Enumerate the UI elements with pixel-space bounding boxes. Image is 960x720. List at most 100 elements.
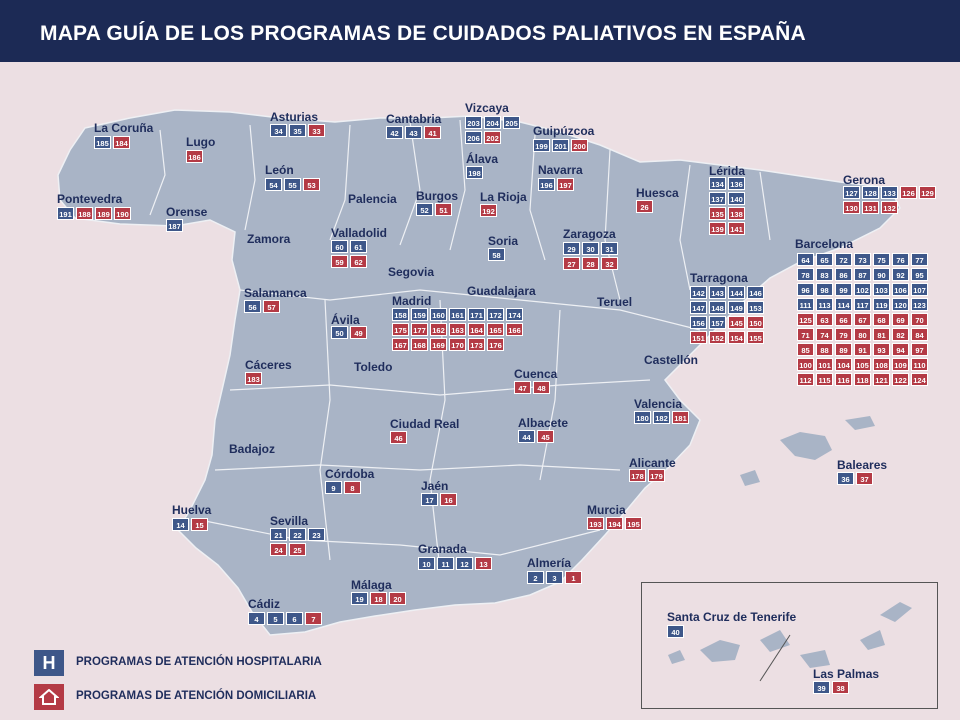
province-label-las-palmas: Las Palmas xyxy=(813,667,880,681)
hospital-program-badge: 187 xyxy=(166,219,183,232)
domicilio-program-badge: 25 xyxy=(289,543,306,556)
domicilio-program-badge: 115 xyxy=(816,373,833,386)
domicilio-program-badge: 48 xyxy=(533,381,550,394)
domicilio-program-badge: 125 xyxy=(797,313,814,326)
domicilio-program-badge: 126 xyxy=(900,186,917,199)
domicilio-program-badge: 8 xyxy=(344,481,361,494)
domicilio-program-badge: 94 xyxy=(892,343,909,356)
province-label-palencia: Palencia xyxy=(348,192,397,206)
hospital-program-badge: 99 xyxy=(835,283,852,296)
province-label-malaga: Málaga xyxy=(351,578,392,592)
domicilio-program-badge: 124 xyxy=(911,373,928,386)
domicilio-program-badge: 150 xyxy=(747,316,764,329)
hospital-program-badge: 103 xyxy=(873,283,890,296)
hospital-program-badge: 36 xyxy=(837,472,854,485)
hospital-program-badge: 123 xyxy=(911,298,928,311)
domicilio-program-badge: 63 xyxy=(816,313,833,326)
province-label-salamanca: Salamanca xyxy=(244,286,307,300)
domicilio-program-badge: 28 xyxy=(582,257,599,270)
domicilio-program-badge: 26 xyxy=(636,200,653,213)
province-label-cadiz: Cádiz xyxy=(248,597,281,611)
hospital-program-badge: 205 xyxy=(503,116,520,129)
hospital-program-badge: 149 xyxy=(728,301,745,314)
hospital-program-badge: 199 xyxy=(533,139,550,152)
domicilio-program-badge: 109 xyxy=(892,358,909,371)
domicilio-program-badge: 163 xyxy=(449,323,466,336)
hospital-program-badge: 42 xyxy=(386,126,403,139)
domicilio-program-badge: 46 xyxy=(390,431,407,444)
hospital-program-badge: 34 xyxy=(270,124,287,137)
domicilio-program-badge: 88 xyxy=(816,343,833,356)
hospital-program-badge: 39 xyxy=(813,681,830,694)
province-label-guadalajara: Guadalajara xyxy=(467,284,536,298)
domicilio-program-badge: 152 xyxy=(709,331,726,344)
domicilio-program-badge: 13 xyxy=(475,557,492,570)
province-label-santa-cruz-de-tenerife: Santa Cruz de Tenerife xyxy=(667,610,797,624)
domicilio-program-badge: 100 xyxy=(797,358,814,371)
domicilio-program-badge: 80 xyxy=(854,328,871,341)
province-label-leon: León xyxy=(265,163,294,177)
domicilio-program-badge: 16 xyxy=(440,493,457,506)
hospital-program-badge: 171 xyxy=(468,308,485,321)
hospital-program-badge: 206 xyxy=(465,131,482,144)
domicilio-program-badge: 202 xyxy=(484,131,501,144)
hospital-program-badge: 111 xyxy=(797,298,814,311)
domicilio-program-badge: 66 xyxy=(835,313,852,326)
hospital-program-badge: 83 xyxy=(816,268,833,281)
hospital-legend-icon: H xyxy=(34,650,64,676)
domicilio-program-badge: 192 xyxy=(480,204,497,217)
domicilio-program-badge: 97 xyxy=(911,343,928,356)
domicilio-program-badge: 33 xyxy=(308,124,325,137)
domicilio-program-badge: 176 xyxy=(487,338,504,351)
hospital-program-badge: 134 xyxy=(709,177,726,190)
spain-map xyxy=(57,109,912,668)
province-label-caceres: Cáceres xyxy=(245,358,292,372)
hospital-program-badge: 185 xyxy=(94,136,111,149)
hospital-program-badge: 2 xyxy=(527,571,544,584)
province-label-sevilla: Sevilla xyxy=(270,514,309,528)
hospital-program-badge: 106 xyxy=(892,283,909,296)
hospital-program-badge: 21 xyxy=(270,528,287,541)
hospital-program-badge: 92 xyxy=(892,268,909,281)
hospital-program-badge: 144 xyxy=(728,286,745,299)
ibiza xyxy=(740,470,760,486)
domicilio-program-badge: 118 xyxy=(854,373,871,386)
domicilio-program-badge: 81 xyxy=(873,328,890,341)
hospital-program-badge: 30 xyxy=(582,242,599,255)
province-label-cordoba: Córdoba xyxy=(325,467,375,481)
domicilio-program-badge: 53 xyxy=(303,178,320,191)
domicilio-program-badge: 47 xyxy=(514,381,531,394)
domicilio-program-badge: 51 xyxy=(435,203,452,216)
hospital-program-badge: 90 xyxy=(873,268,890,281)
domicilio-program-badge: 18 xyxy=(370,592,387,605)
domicilio-program-badge: 116 xyxy=(835,373,852,386)
domicilio-program-badge: 101 xyxy=(816,358,833,371)
hospital-program-badge: 31 xyxy=(601,242,618,255)
province-label-teruel: Teruel xyxy=(597,295,633,309)
hospital-program-badge: 102 xyxy=(854,283,871,296)
domicilio-program-badge: 183 xyxy=(245,372,262,385)
hospital-program-badge: 50 xyxy=(331,326,348,339)
domicilio-program-badge: 32 xyxy=(601,257,618,270)
hospital-program-badge: 128 xyxy=(862,186,879,199)
mallorca xyxy=(780,432,832,460)
hospital-program-badge: 60 xyxy=(331,240,348,253)
domicilio-program-badge: 45 xyxy=(537,430,554,443)
domicilio-program-badge: 85 xyxy=(797,343,814,356)
domicilio-program-badge: 167 xyxy=(392,338,409,351)
domicilio-program-badge: 24 xyxy=(270,543,287,556)
hospital-program-badge: 75 xyxy=(873,253,890,266)
hospital-program-badge: 158 xyxy=(392,308,409,321)
domicilio-program-badge: 122 xyxy=(892,373,909,386)
domicilio-program-badge: 139 xyxy=(709,222,726,235)
hospital-program-badge: 159 xyxy=(411,308,428,321)
province-label-burgos: Burgos xyxy=(416,189,458,203)
domicilio-program-badge: 178 xyxy=(629,469,646,482)
province-label-pontevedra: Pontevedra xyxy=(57,192,123,206)
province-label-almeria: Almería xyxy=(527,556,572,570)
province-label-asturias: Asturias xyxy=(270,110,319,124)
hospital-program-badge: 182 xyxy=(653,411,670,424)
hospital-program-badge: 142 xyxy=(690,286,707,299)
domicilio-program-badge: 186 xyxy=(186,150,203,163)
hospital-program-badge: 58 xyxy=(488,248,505,261)
